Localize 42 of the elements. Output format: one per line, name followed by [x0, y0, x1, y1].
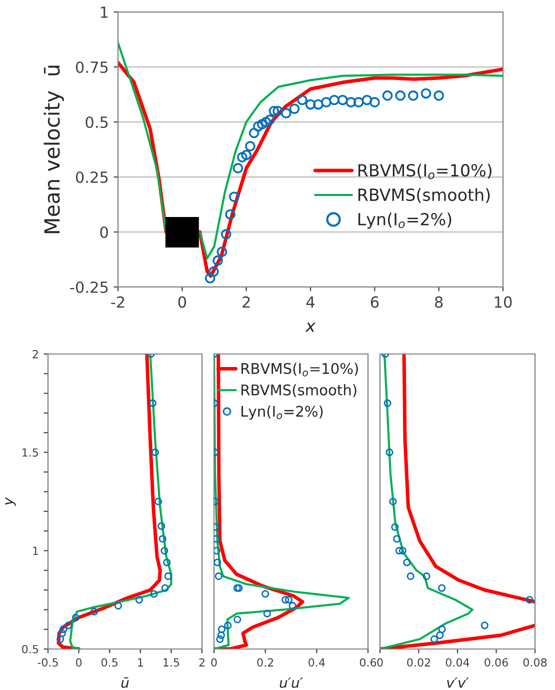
- y-tick-label: 0: [100, 226, 108, 238]
- legend-label: Lyn(I$_{o}$=2%): [242, 406, 323, 420]
- x-tick-label: -0.5: [38, 658, 58, 667]
- x-tick-label: 2: [199, 658, 204, 666]
- y-axis-title: y: [5, 497, 16, 506]
- y-axis-title: Mean velocity ū: [44, 66, 64, 234]
- x-tick-label: 8: [435, 296, 443, 308]
- x-axis-title: ū: [121, 677, 129, 688]
- x-tick-label: 1: [138, 658, 143, 666]
- x-tick-label: 1.5: [164, 658, 180, 667]
- legend-label: RBVMS(I$_{o}$=10%): [358, 164, 492, 180]
- x-tick-label: 0: [377, 658, 383, 667]
- x-tick-label: 6: [370, 296, 379, 308]
- x-tick-label: 2: [242, 296, 250, 308]
- legend-label: Lyn(I$_{o}$=2%): [358, 212, 452, 229]
- x-axis-title: x: [305, 322, 316, 332]
- y-tick-label: 0.5: [86, 116, 108, 128]
- legend-label: RBVMS(smooth): [358, 188, 490, 204]
- x-tick-label: 0.08: [523, 658, 547, 667]
- x-tick-label: 0.2: [257, 658, 274, 667]
- x-tick-label: -2: [111, 296, 124, 308]
- x-tick-label: 0.04: [446, 658, 470, 667]
- legend-label: RBVMS(I$_{o}$=10%): [242, 362, 358, 376]
- y-tick-label: 0.25: [76, 171, 108, 184]
- y-tick-label: 2: [32, 350, 38, 358]
- x-tick-label: 0.06: [484, 658, 508, 667]
- x-tick-label: 10: [494, 296, 512, 308]
- x-axis-title: v′v′: [447, 678, 469, 688]
- x-tick-label: 0: [178, 296, 186, 308]
- x-tick-label: 0.02: [407, 658, 430, 667]
- x-tick-label: 0: [211, 658, 217, 667]
- y-tick-label: -0.25: [70, 281, 108, 294]
- y-tick-label: 1.5: [22, 448, 38, 457]
- x-tick-label: 4: [306, 296, 315, 308]
- y-tick-label: 0.5: [22, 644, 38, 654]
- y-tick-label: 1: [100, 6, 108, 18]
- x-tick-label: 0.4: [308, 658, 325, 667]
- x-tick-label: 0.6: [360, 658, 376, 667]
- legend-label: RBVMS(smooth): [242, 384, 356, 398]
- x-axis-title: u′u′: [280, 678, 303, 688]
- y-tick-label: 1: [33, 546, 38, 555]
- y-tick-label: 0.75: [76, 61, 108, 74]
